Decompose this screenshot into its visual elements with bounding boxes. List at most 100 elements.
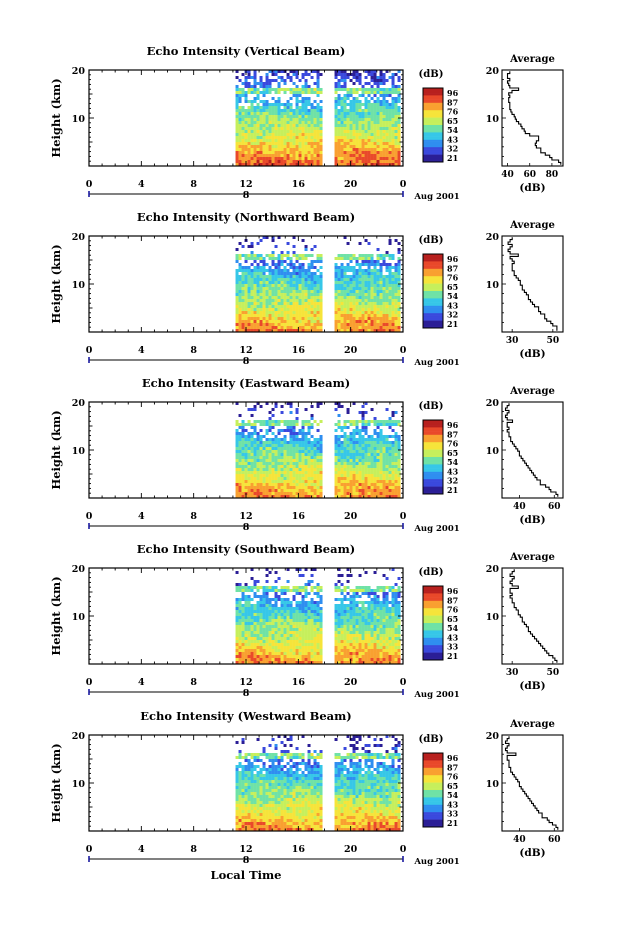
profile-x-tick-label: 40 — [501, 170, 514, 180]
heatmap-cell — [334, 302, 338, 305]
heatmap-cell — [391, 127, 395, 130]
heatmap-cell — [394, 263, 398, 266]
heatmap-cell — [271, 142, 275, 145]
heatmap-cell — [259, 420, 263, 423]
heatmap-cell — [370, 450, 374, 453]
heatmap-cell — [274, 284, 278, 287]
heatmap-cell — [247, 453, 251, 456]
heatmap-cell — [265, 103, 269, 106]
heatmap-cell — [286, 429, 290, 432]
heatmap-cell — [274, 257, 278, 260]
heatmap-cell — [379, 456, 383, 459]
heatmap-cell — [385, 112, 389, 115]
heatmap-cell — [244, 480, 248, 483]
heatmap-cell — [364, 133, 368, 136]
heatmap-cell — [292, 465, 296, 468]
colorbar-step — [423, 156, 443, 159]
heatmap-cell — [388, 94, 392, 97]
heatmap-cell — [286, 486, 290, 489]
heatmap-cell — [343, 88, 347, 91]
heatmap-cell — [361, 257, 365, 260]
heatmap-cell — [274, 492, 278, 495]
heatmap-cell — [340, 646, 344, 649]
heatmap-cell — [373, 492, 377, 495]
heatmap-cell — [334, 441, 338, 444]
heatmap-cell — [319, 637, 323, 640]
heatmap-cell — [358, 305, 362, 308]
heatmap-cell — [307, 293, 311, 296]
heatmap-cell — [397, 106, 401, 109]
heatmap-cell — [274, 266, 278, 269]
heatmap-cell — [244, 314, 248, 317]
heatmap-cell — [340, 314, 344, 317]
heatmap-cell — [367, 468, 371, 471]
heatmap-cell — [244, 266, 248, 269]
heatmap-cell — [316, 296, 320, 299]
heatmap-cell — [235, 317, 239, 320]
heatmap-cell — [370, 323, 374, 326]
heatmap-cell — [352, 402, 356, 405]
heatmap-cell — [319, 640, 323, 643]
heatmap-cell — [241, 453, 245, 456]
heatmap-cell — [295, 435, 299, 438]
heatmap-cell — [388, 420, 392, 423]
heatmap-cell — [385, 453, 389, 456]
heatmap-cell — [337, 160, 341, 163]
heatmap-cell — [304, 483, 308, 486]
heatmap-cell — [310, 453, 314, 456]
heatmap-cell — [367, 489, 371, 492]
heatmap-cell — [340, 326, 344, 329]
heatmap-cell — [376, 287, 380, 290]
heatmap-cell — [349, 148, 353, 151]
heatmap-cell — [394, 157, 398, 160]
heatmap-cell — [295, 136, 299, 139]
heatmap-cell — [235, 151, 239, 154]
heatmap-cell — [265, 305, 269, 308]
heatmap-cell — [265, 82, 269, 85]
colorbar-tick-label: 96 — [447, 88, 459, 98]
heatmap-cell — [268, 85, 272, 88]
heatmap-cell — [307, 311, 311, 314]
heatmap-cell — [340, 447, 344, 450]
heatmap-cell — [358, 157, 362, 160]
heatmap-cell — [373, 640, 377, 643]
heatmap-cell — [244, 438, 248, 441]
heatmap-cell — [283, 293, 287, 296]
heatmap-cell — [397, 655, 401, 658]
profile-title: Average — [509, 220, 555, 231]
heatmap-cell — [286, 263, 290, 266]
heatmap-cell — [283, 278, 287, 281]
heatmap-cell — [313, 637, 317, 640]
heatmap-cell — [334, 257, 338, 260]
heatmap-cell — [355, 652, 359, 655]
heatmap-cell — [361, 492, 365, 495]
heatmap-cell — [376, 652, 380, 655]
heatmap-cell — [391, 163, 395, 166]
heatmap-cell — [367, 100, 371, 103]
heatmap-cell — [280, 411, 284, 414]
heatmap-cell — [289, 260, 293, 263]
heatmap-cell — [235, 477, 239, 480]
heatmap-cell — [307, 145, 311, 148]
heatmap-cell — [367, 142, 371, 145]
heatmap-cell — [277, 646, 281, 649]
heatmap-cell — [256, 323, 260, 326]
heatmap-cell — [292, 456, 296, 459]
heatmap-cell — [361, 272, 365, 275]
heatmap-cells — [235, 402, 401, 498]
heatmap-cell — [289, 151, 293, 154]
heatmap-cell — [352, 254, 356, 257]
heatmap-cell — [361, 658, 365, 661]
heatmap-cell — [265, 139, 269, 142]
heatmap-cell — [253, 151, 257, 154]
heatmap-cell — [343, 474, 347, 477]
heatmap-cell — [250, 308, 254, 311]
heatmap-cell — [235, 106, 239, 109]
heatmap-cell — [388, 483, 392, 486]
heatmap-cell — [238, 79, 242, 82]
heatmap-cell — [295, 130, 299, 133]
heatmap-cell — [352, 438, 356, 441]
heatmap-cell — [250, 121, 254, 124]
heatmap-cell — [373, 480, 377, 483]
colorbar-step — [423, 307, 443, 310]
